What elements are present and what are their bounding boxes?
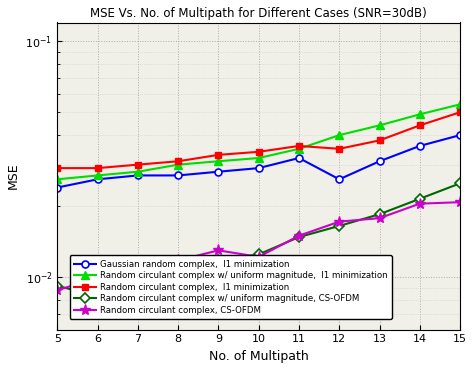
Legend: Gaussian random complex,  l1 minimization, Random circulant complex w/ uniform m: Gaussian random complex, l1 minimization… bbox=[70, 255, 392, 319]
Y-axis label: MSE: MSE bbox=[7, 163, 20, 189]
X-axis label: No. of Multipath: No. of Multipath bbox=[209, 350, 309, 363]
Title: MSE Vs. No. of Multipath for Different Cases (SNR=30dB): MSE Vs. No. of Multipath for Different C… bbox=[91, 7, 427, 20]
